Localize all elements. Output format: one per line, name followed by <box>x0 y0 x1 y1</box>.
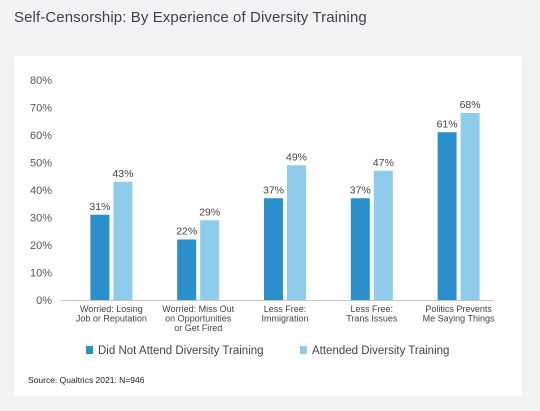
y-tick-label: 30% <box>30 213 52 225</box>
category-label: Worried: Miss Out <box>162 304 234 314</box>
source-note: Source: Qualtrics 2021: N=946 <box>28 375 145 385</box>
chart-title: Self-Censorship: By Experience of Divers… <box>14 9 367 26</box>
category-label: Immigration <box>261 314 308 324</box>
bar <box>350 198 370 300</box>
data-label: 22% <box>176 226 197 238</box>
data-label: 61% <box>437 118 458 130</box>
data-label: 31% <box>89 201 110 213</box>
category-label: Less Free: <box>264 304 307 314</box>
category-label: Worried: Losing <box>80 304 143 314</box>
bar <box>437 132 457 300</box>
bar <box>177 239 197 300</box>
data-label: 68% <box>460 99 481 111</box>
data-label: 37% <box>263 184 284 196</box>
legend-swatch <box>300 346 307 354</box>
data-label: 37% <box>350 184 371 196</box>
bar <box>264 198 283 300</box>
legend-swatch <box>86 346 93 354</box>
y-tick-label: 70% <box>30 103 52 115</box>
y-tick-label: 60% <box>30 130 52 142</box>
data-label: 49% <box>286 151 307 163</box>
bar <box>373 170 393 300</box>
legend-label: Attended Diversity Training <box>312 345 449 357</box>
category-label: Job or Reputation <box>76 314 147 324</box>
category-label: or Get Fired <box>174 323 222 333</box>
category-label: on Opportunities <box>165 314 232 324</box>
y-tick-label: 50% <box>30 158 52 170</box>
chart-card: 0% 10% 20% 30% 40% 50% 60% 70% 80% 31% 43% Worried:… <box>14 56 522 396</box>
bar <box>460 113 480 300</box>
y-tick-label: 0% <box>36 295 52 307</box>
legend-label: Did Not Attend Diversity Training <box>98 345 264 357</box>
bar-chart: 0% 10% 20% 30% 40% 50% 60% 70% 80% 31% 43% Worried:… <box>28 75 495 385</box>
category-label: Politics Prevents <box>425 304 492 314</box>
category-label: Me Saying Things <box>423 314 495 324</box>
bar <box>287 165 306 300</box>
y-tick-label: 20% <box>30 240 52 252</box>
bar <box>90 214 110 300</box>
y-tick-label: 40% <box>30 185 52 197</box>
category-label: Less Free: <box>351 304 394 314</box>
category-label: Trans Issues <box>346 314 398 324</box>
y-tick-label: 10% <box>30 268 52 280</box>
bar <box>200 220 220 300</box>
data-label: 29% <box>199 206 220 218</box>
y-tick-label: 80% <box>30 75 52 87</box>
data-label: 43% <box>112 168 133 180</box>
data-label: 47% <box>373 157 394 169</box>
bar <box>113 181 133 300</box>
